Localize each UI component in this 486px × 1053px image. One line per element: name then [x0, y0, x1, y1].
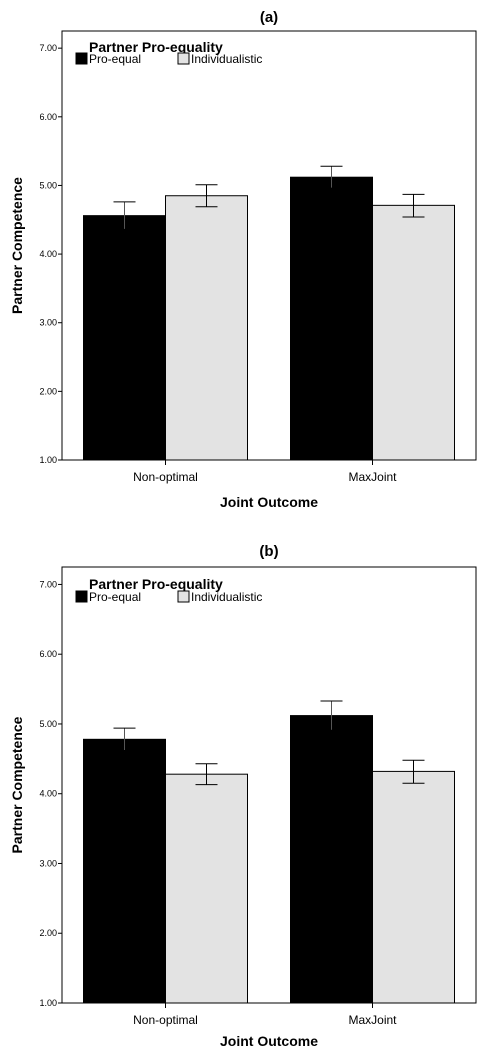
x-axis-label: Joint Outcome — [220, 1033, 318, 1049]
bar-individualistic-maxjoint — [372, 204, 455, 461]
legend-label-pro-equal: Pro-equal — [89, 52, 141, 66]
y-axis-label: Partner Competence — [9, 177, 25, 314]
y-tick-label: 1.00 — [39, 998, 57, 1008]
bar-individualistic-non-optimal — [165, 195, 248, 461]
y-tick-label: 6.00 — [39, 649, 57, 659]
y-tick-label: 5.00 — [39, 180, 57, 190]
x-tick-label: Non-optimal — [133, 1013, 198, 1027]
y-tick-label: 6.00 — [39, 112, 57, 122]
y-axis-label: Partner Competence — [9, 716, 25, 853]
legend-title: Partner Pro-equality — [89, 576, 223, 592]
chart-title: (a) — [260, 9, 278, 26]
bar-individualistic-non-optimal — [165, 773, 248, 1004]
legend-label-pro-equal: Pro-equal — [89, 590, 141, 604]
y-tick-label: 7.00 — [39, 43, 57, 53]
legend-title: Partner Pro-equality — [89, 39, 223, 55]
y-tick-label: 3.00 — [39, 858, 57, 868]
bar-pro-equal-maxjoint — [290, 715, 373, 1004]
y-tick-label: 5.00 — [39, 719, 57, 729]
chart-panel-b: (b) 1.00 2.00 3.00 4.00 5.00 6.00 7.00 Non-optim… — [9, 543, 477, 1049]
plot-area-frame — [61, 566, 477, 1004]
bar-individualistic-maxjoint — [372, 770, 455, 1004]
y-tick-label: 7.00 — [39, 579, 57, 589]
bar-pro-equal-non-optimal — [83, 215, 166, 461]
x-tick-label: Non-optimal — [133, 470, 198, 484]
bar-pro-equal-non-optimal — [83, 738, 166, 1004]
y-tick-label: 4.00 — [39, 249, 57, 259]
legend-swatch-individualistic — [177, 590, 190, 603]
bar-pro-equal-maxjoint — [290, 176, 373, 461]
y-tick-label: 4.00 — [39, 789, 57, 799]
y-tick-label: 2.00 — [39, 928, 57, 938]
x-tick-label: MaxJoint — [348, 1013, 397, 1027]
chart-panel-a: (a) 1.00 2.00 3.00 4.00 5.00 6.00 7.00 Non-optim… — [9, 9, 477, 510]
legend-swatch-pro-equal — [75, 590, 88, 603]
legend-swatch-individualistic — [177, 52, 190, 65]
chart-title: (b) — [259, 543, 278, 560]
legend-label-individualistic: Individualistic — [191, 52, 262, 66]
legend-label-individualistic: Individualistic — [191, 590, 262, 604]
y-tick-label: 3.00 — [39, 318, 57, 328]
x-tick-label: MaxJoint — [348, 470, 397, 484]
y-tick-label: 1.00 — [39, 455, 57, 465]
x-axis-label: Joint Outcome — [220, 494, 318, 510]
y-tick-label: 2.00 — [39, 386, 57, 396]
plot-area-frame — [61, 30, 477, 461]
legend-swatch-pro-equal — [75, 52, 88, 65]
